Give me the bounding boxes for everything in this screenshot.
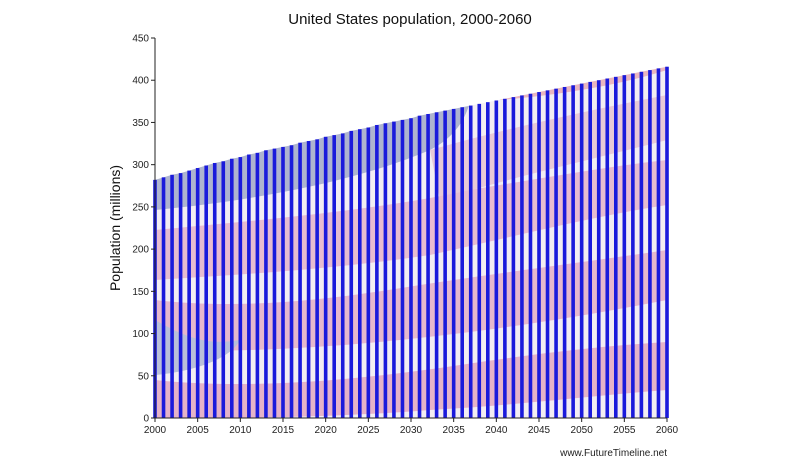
x-tick-label: 2000 — [144, 425, 167, 436]
bar-2007 — [212, 162, 217, 418]
bar-2027 — [383, 123, 388, 418]
bar-2016 — [289, 145, 294, 419]
bar-2037 — [468, 105, 473, 418]
bar-2010 — [238, 157, 243, 418]
bar-2044 — [528, 93, 533, 418]
x-tick-label: 2060 — [656, 425, 679, 436]
area-above-curve-mask — [155, 38, 667, 180]
footer-credit: www.FutureTimeline.net — [559, 448, 667, 459]
bar-2018 — [306, 141, 311, 418]
x-tick-label: 2025 — [357, 425, 380, 436]
y-tick-label: 450 — [132, 34, 149, 45]
bar-2056 — [631, 73, 635, 418]
x-tick-label: 2035 — [443, 425, 466, 436]
bar-2026 — [375, 124, 379, 418]
bar-2060 — [665, 66, 669, 419]
bar-2036 — [460, 107, 464, 419]
bar-2014 — [272, 148, 277, 418]
bar-2040 — [494, 100, 499, 419]
bar-2058 — [648, 70, 652, 418]
bar-2048 — [562, 86, 567, 418]
bar-2031 — [417, 115, 422, 418]
x-tick-label: 2020 — [315, 425, 338, 436]
bar-2003 — [178, 173, 183, 418]
bar-2008 — [221, 161, 226, 419]
y-tick-label: 250 — [132, 202, 149, 213]
y-axis-label: Population (millions) — [107, 165, 123, 291]
bar-2002 — [170, 174, 174, 418]
bar-2051 — [588, 81, 592, 418]
y-tick-label: 350 — [132, 118, 149, 129]
bar-2029 — [400, 119, 405, 418]
x-tick-label: 2030 — [400, 425, 423, 436]
bar-2053 — [605, 78, 610, 418]
bar-2043 — [520, 95, 524, 419]
bar-2035 — [451, 108, 456, 419]
bar-2015 — [281, 146, 285, 418]
bar-2045 — [537, 92, 541, 418]
x-tick-label: 2015 — [272, 425, 295, 436]
bar-2025 — [366, 127, 371, 418]
bar-2024 — [358, 129, 362, 418]
y-tick-label: 300 — [132, 160, 149, 171]
bar-2059 — [656, 68, 661, 419]
bar-2042 — [511, 97, 516, 419]
bar-2021 — [332, 135, 336, 419]
x-tick-label: 2055 — [613, 425, 636, 436]
bar-2046 — [545, 90, 550, 419]
y-tick-label: 200 — [132, 245, 149, 256]
bar-2011 — [247, 154, 251, 418]
bar-2049 — [571, 85, 575, 418]
bar-2030 — [409, 118, 413, 418]
bar-2005 — [195, 168, 200, 418]
bar-2017 — [298, 142, 302, 418]
y-tick-label: 400 — [132, 76, 149, 87]
bar-2052 — [596, 80, 601, 418]
bar-2033 — [434, 112, 439, 418]
bar-2047 — [554, 88, 558, 419]
y-tick-label: 100 — [132, 329, 149, 340]
bar-2001 — [161, 177, 166, 418]
bar-2038 — [477, 103, 482, 419]
bar-2022 — [340, 133, 345, 419]
bar-2032 — [426, 114, 430, 418]
bar-2034 — [443, 110, 447, 419]
bar-2013 — [264, 150, 268, 418]
bar-2050 — [579, 83, 584, 418]
bar-2054 — [614, 76, 618, 418]
bar-2020 — [323, 136, 328, 419]
chart-title: United States population, 2000-2060 — [288, 11, 532, 28]
bar-2023 — [349, 130, 354, 418]
y-tick-label: 150 — [132, 287, 149, 298]
bar-2055 — [622, 75, 627, 418]
y-tick-label: 50 — [138, 371, 150, 382]
bar-2004 — [187, 170, 191, 418]
x-tick-label: 2010 — [229, 425, 252, 436]
x-tick-label: 2050 — [571, 425, 594, 436]
x-tick-label: 2045 — [528, 425, 551, 436]
bar-2039 — [486, 102, 490, 419]
bar-2057 — [639, 71, 644, 418]
y-tick-label: 0 — [143, 414, 149, 425]
bar-2041 — [503, 98, 507, 419]
x-tick-label: 2005 — [187, 425, 210, 436]
bar-2006 — [204, 165, 208, 418]
x-tick-label: 2040 — [485, 425, 508, 436]
bar-2012 — [255, 152, 260, 418]
bar-2019 — [315, 139, 319, 418]
bar-2009 — [230, 158, 234, 418]
bar-2028 — [392, 121, 396, 418]
